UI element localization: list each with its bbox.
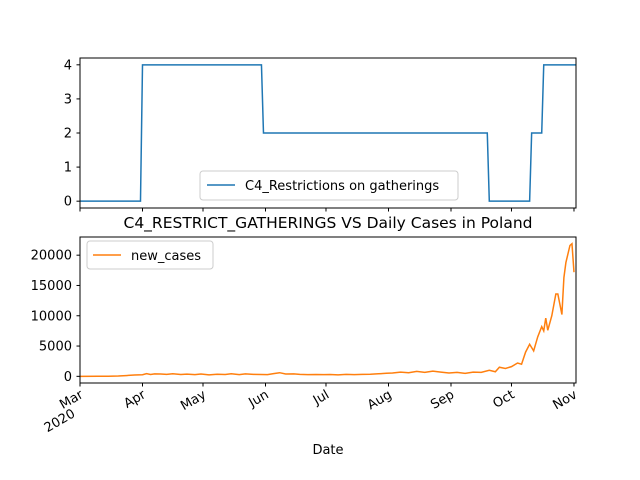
bottom-y-tick-label: 10000 [31, 309, 72, 324]
top-legend-label: C4_Restrictions on gatherings [245, 179, 439, 194]
bottom-y-tick-label: 5000 [39, 340, 72, 355]
bottom-legend: new_cases [86, 240, 214, 270]
bottom-x-tick-label: Sep [428, 387, 457, 412]
bottom-y-tick-label: 0 [64, 370, 72, 385]
top-y-tick-label: 4 [64, 58, 72, 73]
restrictions-series-line [80, 64, 576, 202]
bottom-x-tick-label: Nov [551, 387, 581, 413]
bottom-x-tick-label: Mar [57, 387, 86, 413]
top-y-tick-label: 1 [64, 161, 72, 176]
top-x-ticks [79, 208, 575, 212]
bottom-y-tick-label: 20000 [31, 249, 72, 264]
bottom-x-tick-label: Oct [491, 387, 518, 411]
top-legend: C4_Restrictions on gatherings [199, 170, 459, 201]
bottom-subplot: C4_RESTRICT_GATHERINGS VS Daily Cases in… [31, 214, 581, 458]
bottom-x-tick-label: Apr [122, 387, 150, 412]
bottom-y-ticks: 0 5000 10000 15000 20000 [31, 249, 80, 385]
x-axis-label: Date [312, 443, 343, 458]
top-plot-frame [79, 57, 577, 209]
bottom-legend-label: new_cases [131, 249, 201, 264]
top-y-tick-label: 0 [64, 195, 72, 210]
bottom-x-tick-label: Jul [310, 387, 332, 408]
top-y-tick-label: 2 [64, 127, 72, 142]
top-subplot: 0 1 2 3 4 C4_Restrictions on gatherings [64, 57, 577, 212]
bottom-plot-frame [79, 236, 577, 384]
bottom-x-tick-label: May [178, 387, 209, 414]
bottom-y-tick-label: 15000 [31, 279, 72, 294]
top-y-ticks: 0 1 2 3 4 [64, 58, 80, 210]
chart-title: C4_RESTRICT_GATHERINGS VS Daily Cases in… [124, 214, 533, 233]
bottom-x-tick-sublabel: 2020 [42, 406, 78, 436]
bottom-x-tick-label: Aug [365, 387, 394, 413]
new-cases-series-line [79, 242, 575, 378]
top-y-tick-label: 3 [64, 92, 72, 107]
bottom-legend-box [86, 240, 214, 270]
top-legend-box [199, 170, 459, 201]
bottom-x-tick-label: Jun [246, 387, 272, 411]
